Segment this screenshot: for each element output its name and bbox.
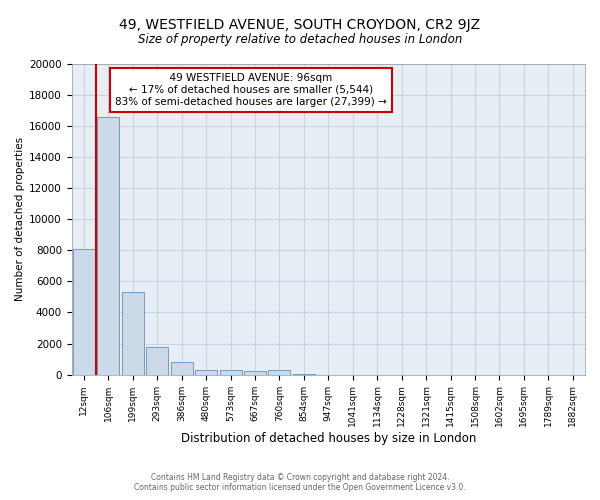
Bar <box>146 346 168 374</box>
Bar <box>73 249 95 374</box>
Text: 49, WESTFIELD AVENUE, SOUTH CROYDON, CR2 9JZ: 49, WESTFIELD AVENUE, SOUTH CROYDON, CR2… <box>119 18 481 32</box>
Text: Size of property relative to detached houses in London: Size of property relative to detached ho… <box>138 32 462 46</box>
Text: Contains HM Land Registry data © Crown copyright and database right 2024.
Contai: Contains HM Land Registry data © Crown c… <box>134 473 466 492</box>
Bar <box>170 362 193 374</box>
X-axis label: Distribution of detached houses by size in London: Distribution of detached houses by size … <box>181 432 476 445</box>
Bar <box>220 370 242 374</box>
Bar <box>195 370 217 374</box>
Bar <box>97 117 119 374</box>
Text: 49 WESTFIELD AVENUE: 96sqm  
← 17% of detached houses are smaller (5,544)
83% of: 49 WESTFIELD AVENUE: 96sqm ← 17% of deta… <box>115 74 387 106</box>
Bar <box>244 372 266 374</box>
Bar <box>268 370 290 374</box>
Bar <box>122 292 144 374</box>
Y-axis label: Number of detached properties: Number of detached properties <box>15 137 25 302</box>
